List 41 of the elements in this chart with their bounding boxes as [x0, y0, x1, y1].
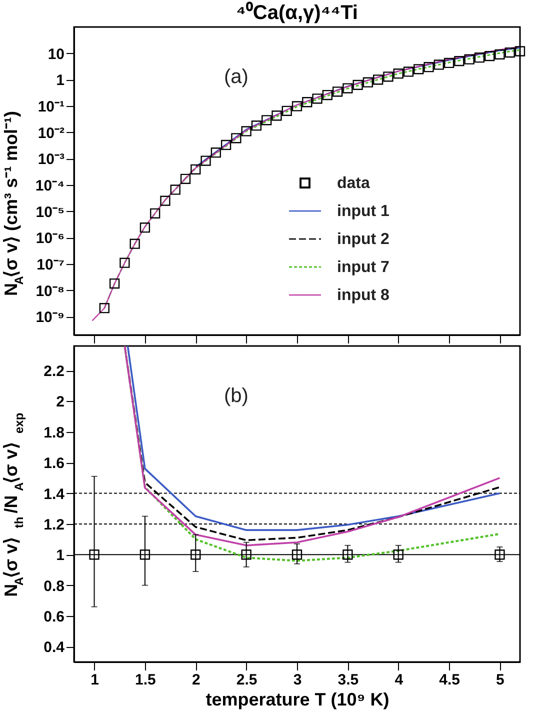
- x-tick-label: 2.5: [236, 672, 258, 688]
- x-tick-label: 2: [192, 672, 200, 688]
- y-tick-label: 10⁻⁴: [35, 177, 64, 194]
- y-tick-label: 10⁻²: [38, 124, 64, 142]
- y-tick-label: 1: [56, 547, 64, 564]
- chart-title: ⁴⁰Ca(α,γ)⁴⁴Ti: [236, 1, 358, 24]
- legend-label: data: [337, 175, 370, 192]
- y-tick-label: 1.2: [44, 516, 64, 534]
- y-tick-label: 1: [56, 72, 64, 90]
- y-tick-label: 0.6: [44, 608, 64, 626]
- y-tick-label: 1.8: [44, 424, 64, 442]
- x-tick-label: 4.5: [439, 672, 460, 688]
- x-tick-label: 5: [496, 672, 504, 688]
- y-tick-label: 10⁻⁷: [36, 256, 64, 274]
- x-tick-label: 1.5: [135, 672, 156, 688]
- legend-label: input 8: [337, 287, 390, 304]
- x-tick-label: 1: [90, 672, 99, 688]
- y-tick-label: 0.8: [44, 578, 64, 595]
- y-tick-label: 1.4: [44, 486, 66, 503]
- annotation: (a): [224, 66, 248, 88]
- annotation: (b): [224, 385, 248, 407]
- x-axis-title: temperature T (10⁹ K): [206, 690, 390, 710]
- y-tick-label: 1.6: [44, 455, 64, 472]
- y-tick-label: 10⁻³: [38, 151, 64, 168]
- y-tick-label: 10⁻⁸: [36, 282, 64, 300]
- y-tick-label: 2.2: [44, 363, 64, 380]
- y-tick-label: 10⁻¹: [38, 98, 64, 116]
- x-tick-label: 4: [394, 672, 404, 688]
- x-tick-label: 3.5: [338, 672, 359, 688]
- y-tick-label: 10⁻⁶: [36, 230, 64, 248]
- y-tick-label: 10⁻⁵: [36, 204, 64, 221]
- y-tick-label: 10⁻⁹: [36, 309, 64, 326]
- legend-label: input 1: [337, 203, 390, 220]
- legend-label: input 2: [337, 231, 390, 248]
- x-tick-label: 3: [293, 672, 302, 688]
- y-tick-label: 2: [56, 394, 64, 411]
- legend-label: input 7: [337, 259, 390, 276]
- y-tick-label: 10: [48, 46, 64, 63]
- y-axis-title: NA⟨σ v⟩ (cm³ s⁻¹ mol⁻¹): [1, 111, 26, 296]
- y-tick-label: 0.4: [44, 639, 66, 656]
- y-axis-title: NA⟨σ v⟩th/NA⟨σ v⟩exp: [1, 412, 26, 597]
